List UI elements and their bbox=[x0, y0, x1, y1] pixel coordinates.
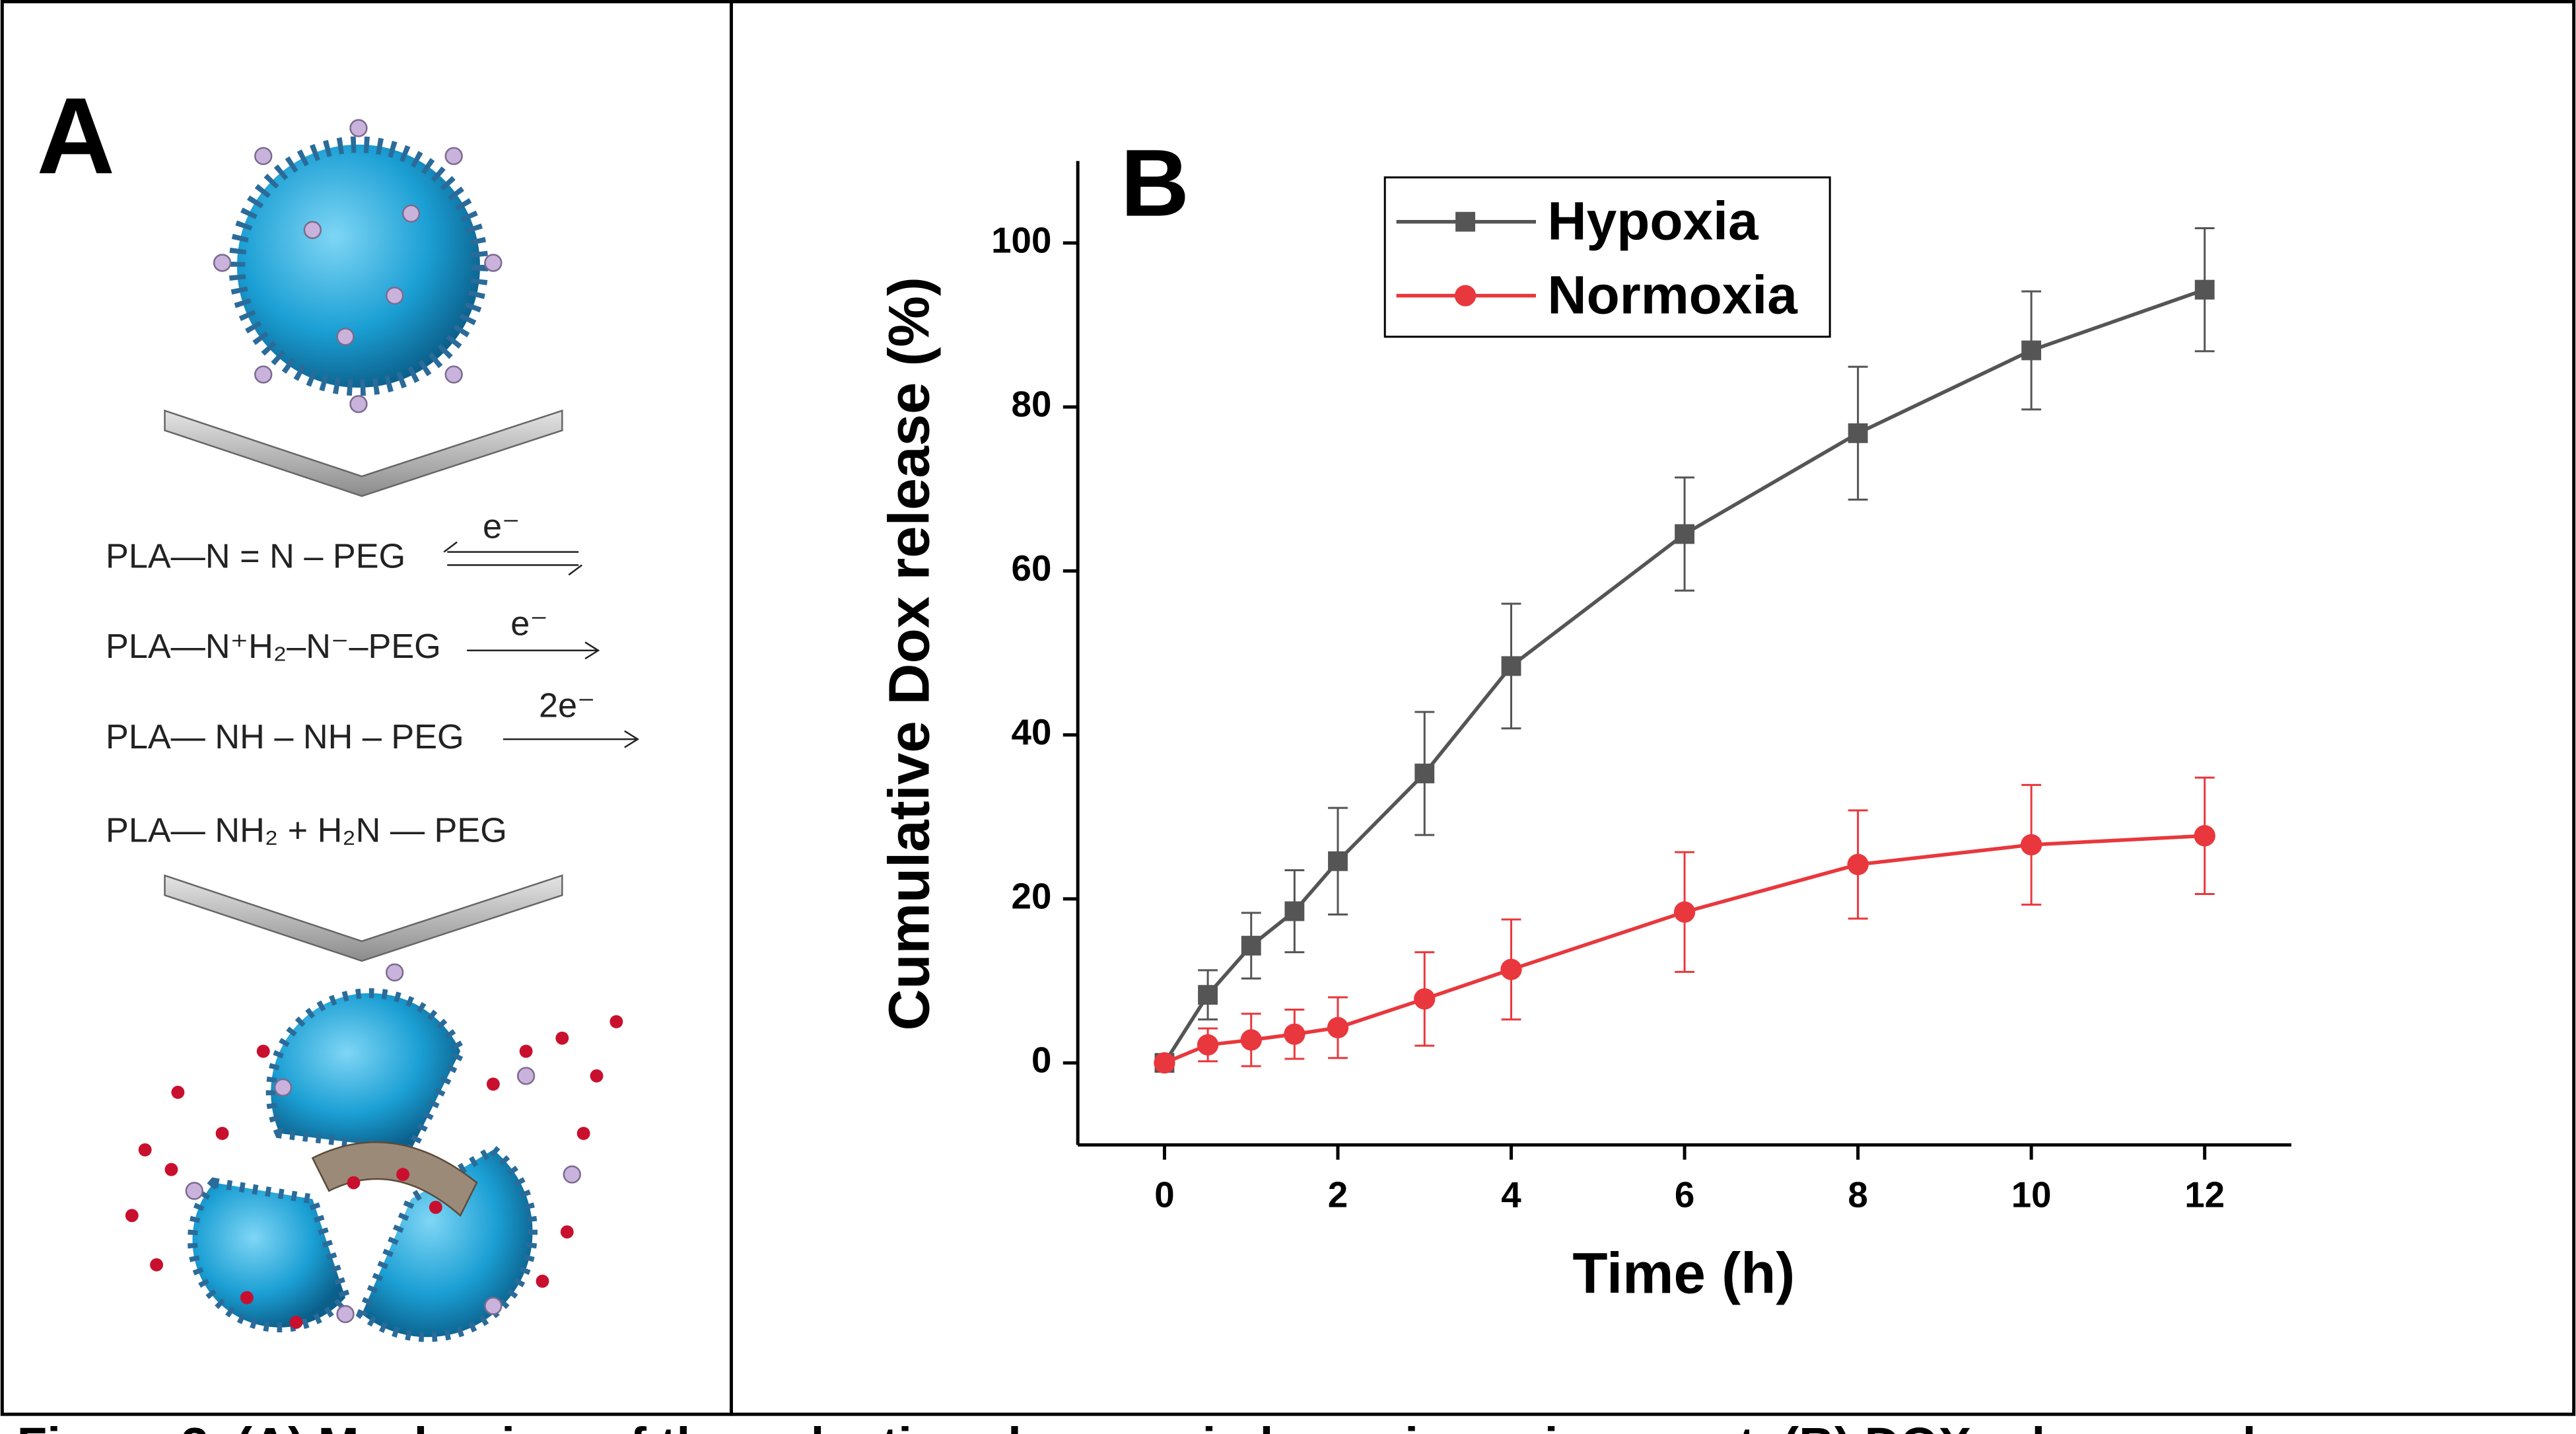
chevron bbox=[164, 409, 563, 497]
x-tick-label: 12 bbox=[2184, 1174, 2225, 1215]
equation: PLA—N⁺H₂–N⁻–PEG bbox=[106, 627, 441, 666]
panel-label: B bbox=[1121, 129, 1189, 236]
data-point bbox=[1414, 988, 1436, 1010]
data-point bbox=[1847, 853, 1869, 875]
y-tick-label: 20 bbox=[1012, 875, 1052, 916]
data-point bbox=[2194, 279, 2215, 300]
panel-a: A PLA—N = N – PEG e⁻ PLA—N⁺H₂–N⁻–PEG e⁻ … bbox=[37, 75, 640, 1342]
chevron bbox=[164, 874, 563, 962]
data-point bbox=[1328, 851, 1348, 871]
arrow bbox=[503, 730, 640, 748]
x-tick-label: 10 bbox=[2011, 1174, 2052, 1215]
data-point bbox=[1848, 423, 1868, 443]
arrow-label: e⁻ bbox=[510, 604, 548, 643]
data-point bbox=[2194, 825, 2215, 847]
data-point bbox=[1673, 901, 1696, 923]
legend-label: Hypoxia bbox=[1547, 191, 1759, 251]
equations: PLA—N = N – PEG e⁻ PLA—N⁺H₂–N⁻–PEG e⁻ PL… bbox=[106, 508, 640, 850]
legend: Hypoxia Normoxia bbox=[1383, 176, 1831, 338]
arrow-label: e⁻ bbox=[483, 508, 520, 546]
data-point bbox=[1284, 901, 1305, 921]
equation: PLA— NH – NH – PEG bbox=[106, 718, 464, 756]
caption: Figure 3. (A) Mechanism of the reductive… bbox=[17, 1417, 2256, 1434]
equilibrium-arrow bbox=[443, 541, 582, 576]
data-point bbox=[1414, 764, 1435, 783]
data-point bbox=[1500, 958, 1522, 980]
x-tick-label: 2 bbox=[1328, 1174, 1348, 1215]
data-point bbox=[1241, 935, 1261, 956]
panel-label: A bbox=[37, 75, 116, 196]
arrow bbox=[467, 641, 600, 660]
equation: PLA— NH₂ + H₂N — PEG bbox=[106, 812, 507, 850]
data-point bbox=[1501, 656, 1521, 676]
legend-label: Normoxia bbox=[1547, 265, 1798, 325]
y-tick-label: 100 bbox=[991, 219, 1051, 260]
legend-marker bbox=[1455, 211, 1475, 232]
data-point bbox=[2020, 834, 2042, 856]
nanoparticle-intact bbox=[213, 119, 503, 413]
arrow-label: 2e⁻ bbox=[539, 687, 596, 725]
data-point bbox=[1197, 1034, 1219, 1056]
y-tick-label: 60 bbox=[1012, 548, 1052, 589]
panel-b: B Time (h) Cumulative Dox release (%) 0 2… bbox=[877, 129, 2291, 1306]
x-axis-label: Time (h) bbox=[1572, 1242, 1795, 1306]
y-axis-label: Cumulative Dox release (%) bbox=[877, 277, 941, 1030]
data-point bbox=[1284, 1023, 1305, 1045]
y-tick-label: 0 bbox=[1031, 1040, 1051, 1081]
x-tick-label: 0 bbox=[1154, 1174, 1174, 1215]
data-point bbox=[2021, 340, 2042, 361]
data-point bbox=[1154, 1052, 1175, 1074]
legend-marker bbox=[1454, 285, 1477, 306]
data-point bbox=[1198, 985, 1218, 1005]
data-point bbox=[1675, 524, 1694, 544]
x-tick-label: 8 bbox=[1848, 1174, 1867, 1215]
nanoparticle-broken bbox=[125, 963, 623, 1342]
x-tick-label: 4 bbox=[1501, 1174, 1521, 1215]
data-point bbox=[1327, 1017, 1349, 1038]
legend-box bbox=[1383, 176, 1831, 338]
y-tick-label: 80 bbox=[1012, 384, 1052, 425]
data-point bbox=[1240, 1029, 1262, 1051]
x-tick-label: 6 bbox=[1675, 1174, 1694, 1215]
y-tick-label: 40 bbox=[1012, 711, 1052, 752]
equation: PLA—N = N – PEG bbox=[106, 537, 405, 575]
